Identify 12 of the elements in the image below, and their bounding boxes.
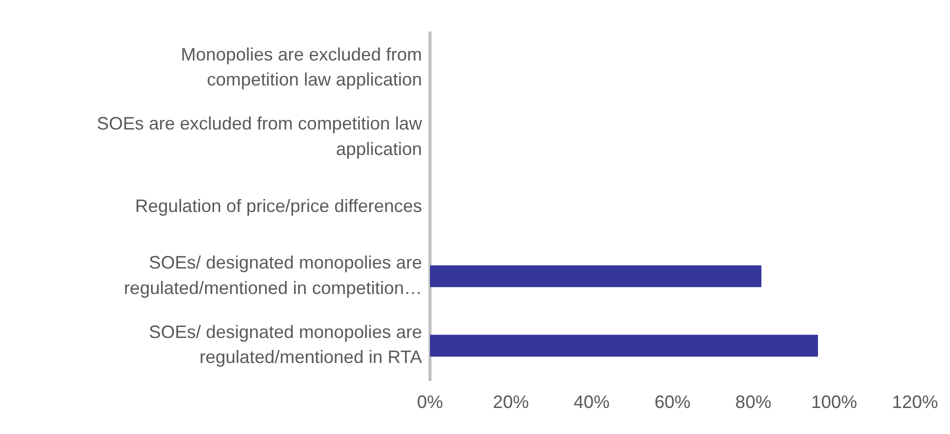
x-tick-label: 100% (811, 392, 858, 412)
y-tick-label: Regulation of price/price differences (135, 196, 422, 216)
y-tick-label: SOEs/ designated monopolies are regulated/mentioned in competition… (124, 252, 422, 298)
y-tick-label: SOEs/ designated monopolies are regulated/mentioned in RTA (148, 322, 422, 368)
y-tick-label: Monopolies are excluded from competition law application (180, 44, 422, 90)
x-tick-label: 60% (654, 392, 691, 412)
x-tick-label: 120% (892, 392, 938, 412)
x-tick-label: 20% (492, 392, 529, 412)
y-tick-label: SOEs are excluded from competition law application (96, 114, 423, 159)
x-tick-label: 80% (735, 392, 772, 412)
x-tick-label: 0% (416, 392, 444, 412)
x-tick-label: 40% (574, 392, 610, 412)
